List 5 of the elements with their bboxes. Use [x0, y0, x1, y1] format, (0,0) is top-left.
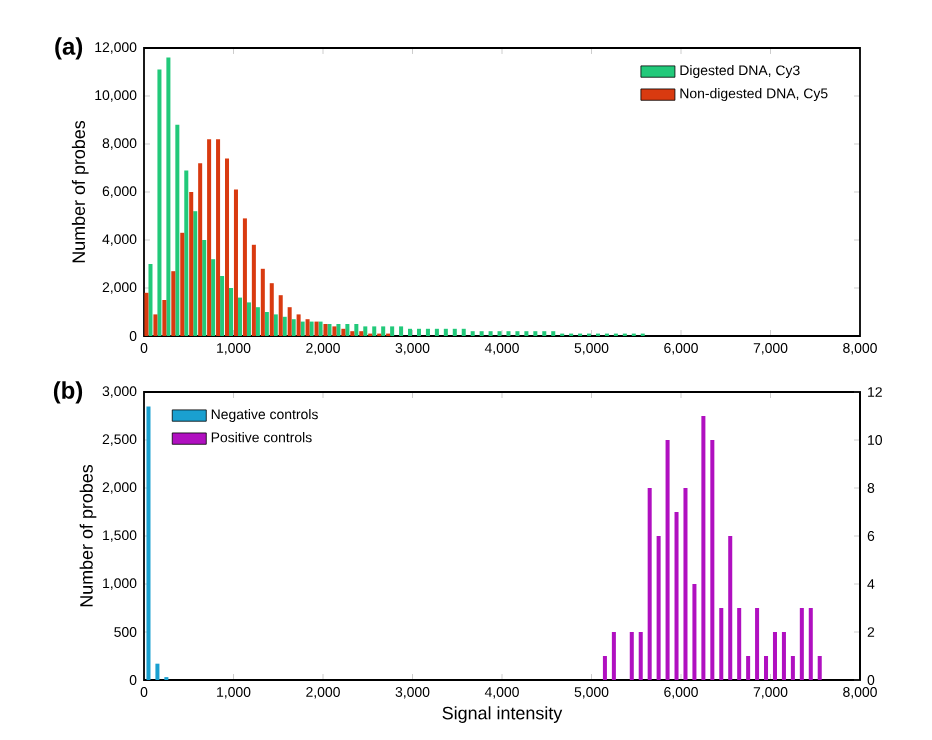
x-axis-title: Signal intensity: [442, 706, 563, 723]
y-axis-title: Number of probes: [79, 464, 97, 607]
chart-title: (a): [55, 37, 83, 60]
y-axis-title: Number of probes: [71, 120, 89, 263]
chart-title: (b): [53, 381, 83, 404]
